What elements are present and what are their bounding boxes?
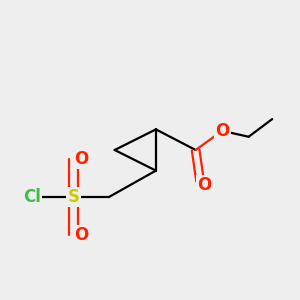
Text: Cl: Cl: [23, 188, 41, 206]
Text: S: S: [68, 188, 80, 206]
Text: O: O: [74, 226, 88, 244]
Text: O: O: [215, 122, 229, 140]
Text: O: O: [197, 176, 212, 194]
Text: O: O: [74, 150, 88, 168]
